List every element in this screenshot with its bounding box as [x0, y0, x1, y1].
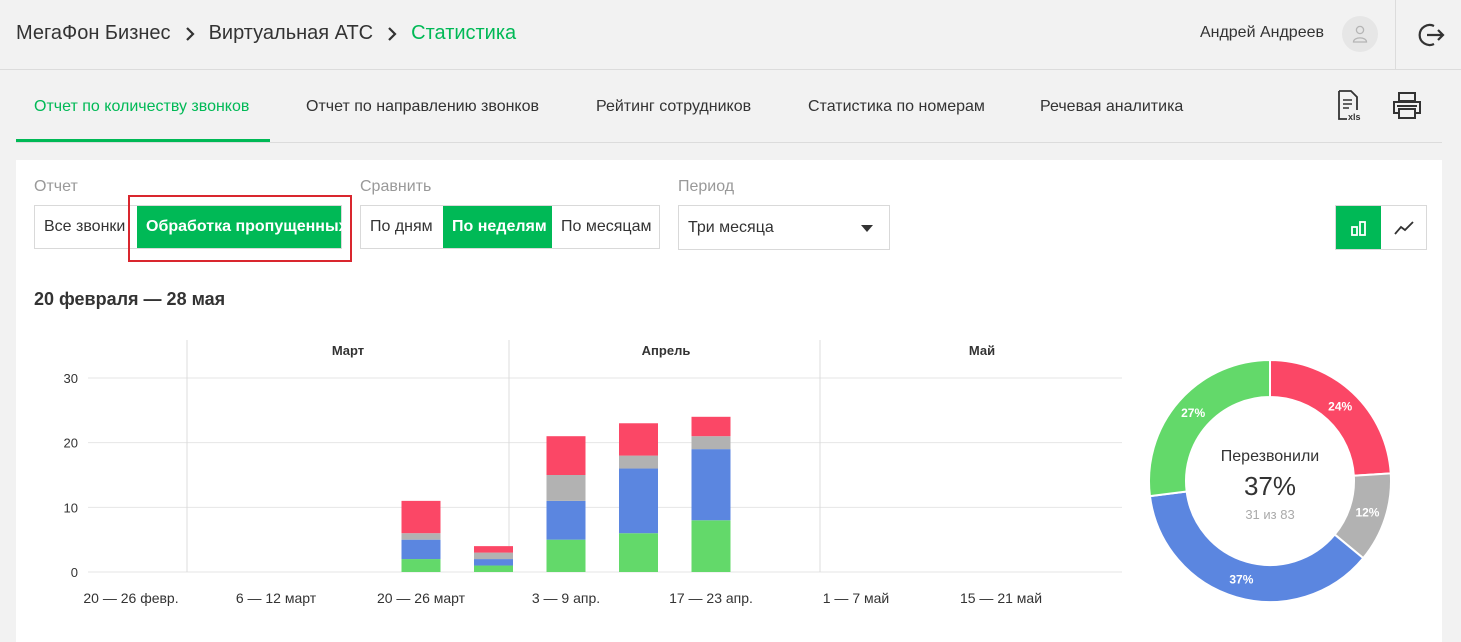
bar-chart-icon: [1350, 220, 1366, 236]
y-tick-label: 0: [71, 565, 78, 580]
bar-segment[interactable]: [619, 455, 658, 469]
x-tick-label: 3 — 9 апр.: [532, 590, 600, 606]
bar-segment[interactable]: [619, 423, 658, 456]
bar-segment[interactable]: [546, 436, 586, 475]
tab-calls-count[interactable]: Отчет по количеству звонков: [34, 98, 250, 115]
print-icon[interactable]: [1392, 92, 1422, 120]
tab-number-stats[interactable]: Статистика по номерам: [808, 98, 985, 115]
tab-calls-direction[interactable]: Отчет по направлению звонков: [306, 98, 540, 115]
breadcrumb-item-megafon[interactable]: МегаФон Бизнес: [16, 22, 171, 44]
report-label: Отчет: [34, 178, 78, 195]
report-tabs: Отчет по количеству звонков Отчет по нап…: [16, 70, 1442, 143]
chevron-right-icon: [387, 26, 397, 42]
chart-view-toggle: [1335, 205, 1427, 250]
y-tick-label: 10: [64, 500, 78, 515]
period-select-value: Три месяца: [688, 218, 774, 236]
x-tick-label: 6 — 12 март: [236, 590, 317, 606]
bar-segment[interactable]: [546, 500, 586, 540]
active-tab-indicator: [16, 139, 270, 142]
user-name[interactable]: Андрей Андреев: [1199, 24, 1324, 41]
bar-segment[interactable]: [691, 436, 731, 450]
by-months-button[interactable]: По месяцам: [552, 206, 659, 248]
svg-text:xls: xls: [1348, 112, 1361, 122]
bar-segment[interactable]: [691, 449, 731, 521]
x-tick-label: 17 — 23 апр.: [669, 590, 753, 606]
all-calls-button[interactable]: Все звонки: [35, 206, 137, 248]
by-weeks-button[interactable]: По неделям: [443, 206, 552, 248]
caret-down-icon: [861, 225, 873, 232]
breadcrumb-item-current: Статистика: [411, 22, 517, 44]
bar-segment[interactable]: [401, 500, 441, 534]
top-header: МегаФон Бизнес Виртуальная АТС Статистик…: [0, 0, 1461, 70]
report-type-switch: Все звонки Обработка пропущенных: [34, 205, 348, 249]
header-divider: [1395, 0, 1396, 69]
x-tick-label: 15 — 21 май: [960, 590, 1042, 606]
tab-speech-analytics[interactable]: Речевая аналитика: [1040, 98, 1184, 115]
bar-segment[interactable]: [474, 565, 513, 572]
compare-label: Сравнить: [360, 178, 432, 195]
bar-segment[interactable]: [474, 559, 513, 566]
y-tick-label: 30: [64, 371, 78, 386]
bar-segment[interactable]: [546, 475, 586, 501]
line-view-button[interactable]: [1381, 206, 1426, 249]
missed-calls-button[interactable]: Обработка пропущенных: [137, 206, 348, 248]
period-select[interactable]: Три месяца: [678, 205, 890, 250]
bar-segment[interactable]: [401, 533, 441, 540]
bar-segment[interactable]: [691, 416, 731, 437]
tab-employee-rating[interactable]: Рейтинг сотрудников: [596, 98, 752, 115]
x-tick-label: 20 — 26 февр.: [83, 590, 178, 606]
bar-segment[interactable]: [474, 546, 513, 553]
by-days-button[interactable]: По дням: [361, 206, 443, 248]
compare-switch: По дням По неделям По месяцам: [360, 205, 660, 249]
breadcrumb: МегаФон Бизнес Виртуальная АТС Статистик…: [16, 22, 516, 45]
period-title: 20 февраля — 28 мая: [34, 289, 226, 309]
bar-segment[interactable]: [691, 520, 731, 572]
x-tick-label: 20 — 26 март: [377, 590, 466, 606]
month-label: Май: [969, 343, 995, 358]
avatar[interactable]: [1342, 16, 1378, 52]
bar-segment[interactable]: [401, 559, 441, 572]
period-label: Период: [678, 178, 735, 195]
bar-segment[interactable]: [401, 539, 441, 560]
month-label: Апрель: [642, 343, 691, 358]
y-tick-label: 20: [64, 436, 78, 451]
bar-segment[interactable]: [619, 468, 658, 534]
bar-segment[interactable]: [474, 552, 513, 560]
xls-export-icon[interactable]: xls: [1337, 90, 1363, 122]
line-chart-icon: [1393, 220, 1414, 235]
bar-view-button[interactable]: [1336, 206, 1381, 249]
bar-segment[interactable]: [619, 533, 658, 572]
bar-chart: 0 10 20 30 Март Апрель Май 20 — 26 февр. 6 — 12 …: [64, 340, 1122, 606]
month-label: Март: [332, 343, 364, 358]
user-icon: [1352, 25, 1368, 43]
bar-segment[interactable]: [546, 539, 586, 572]
breadcrumb-item-vats[interactable]: Виртуальная АТС: [208, 22, 374, 44]
chevron-right-icon: [185, 26, 195, 42]
logout-icon[interactable]: [1418, 22, 1446, 48]
x-tick-label: 1 — 7 май: [823, 590, 889, 606]
